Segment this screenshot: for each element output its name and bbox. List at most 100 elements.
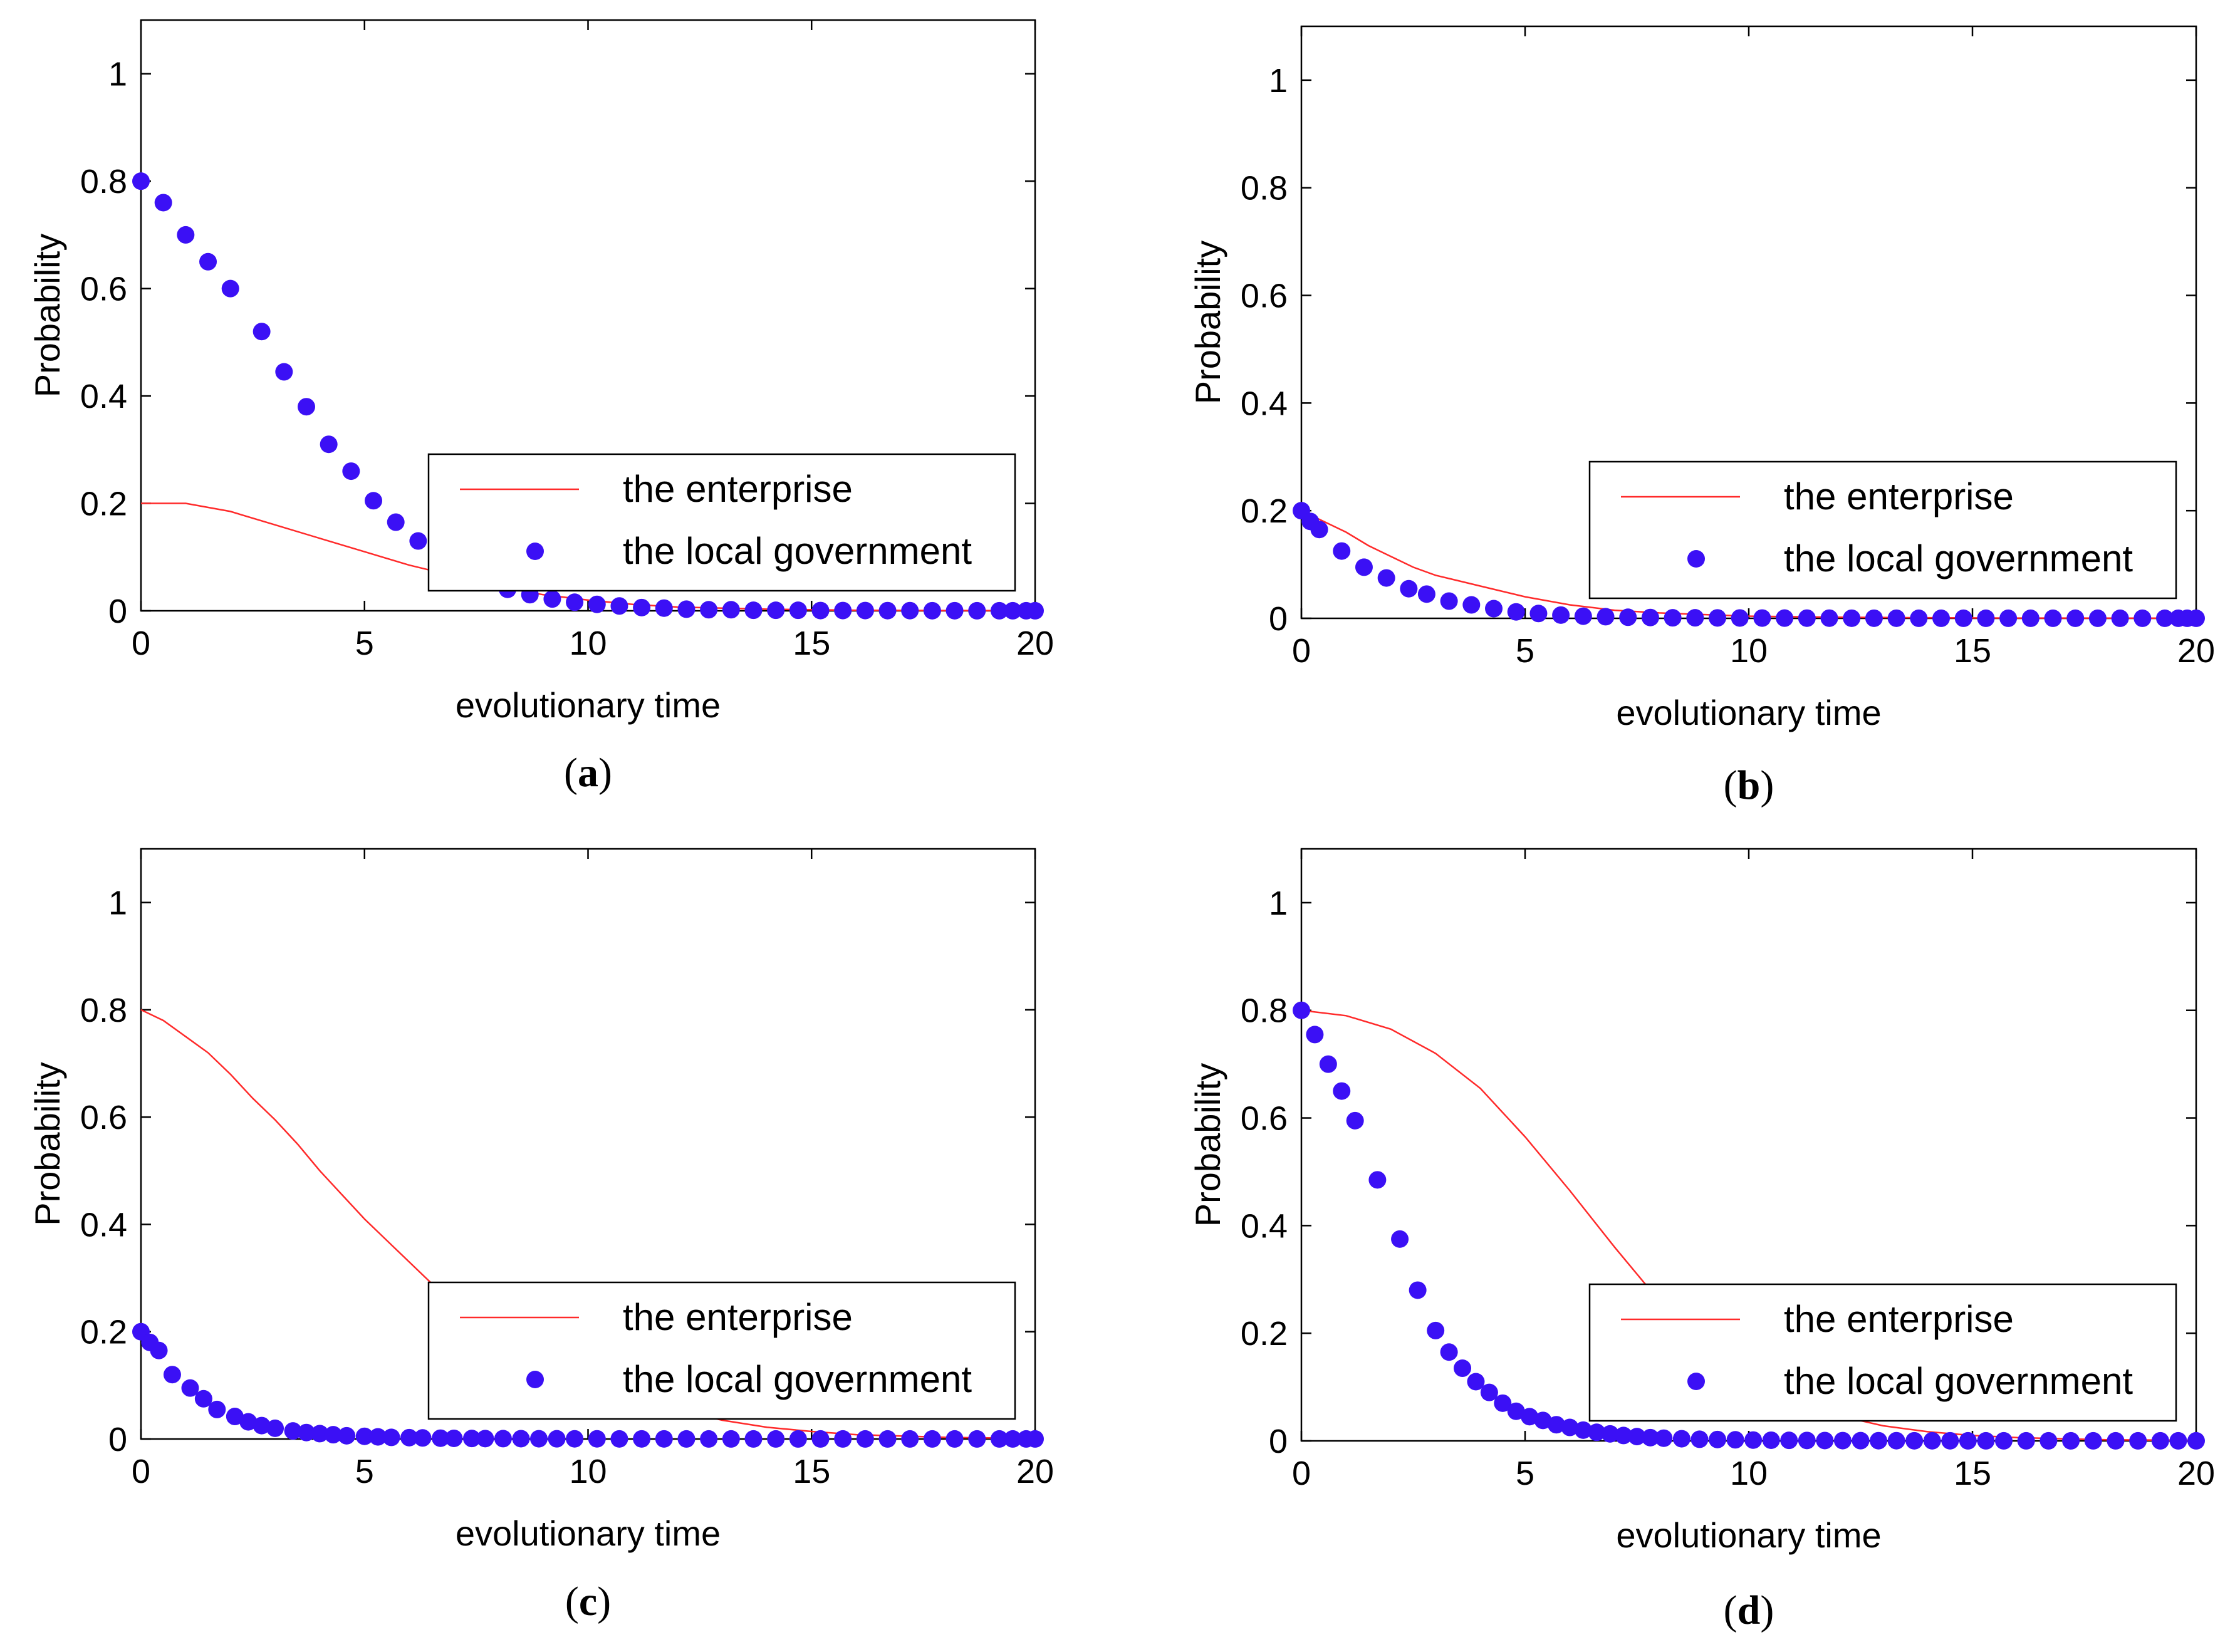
data-point xyxy=(767,601,785,620)
legend-box xyxy=(1588,1283,2177,1422)
data-point xyxy=(1462,596,1481,614)
data-point xyxy=(990,601,1008,620)
data-point xyxy=(968,1430,986,1448)
data-point xyxy=(566,593,584,611)
data-point xyxy=(789,601,807,620)
series-markers-local-government xyxy=(132,1322,1044,1448)
data-point xyxy=(338,1426,356,1445)
data-point xyxy=(132,172,150,190)
data-point xyxy=(1440,1343,1458,1361)
data-point xyxy=(1726,1431,1744,1449)
legend-box xyxy=(1588,460,2177,600)
data-point xyxy=(1485,600,1503,618)
legend: the enterprise the local government xyxy=(427,453,1016,592)
data-point xyxy=(2187,609,2205,627)
data-point xyxy=(1597,608,1615,626)
data-point xyxy=(1641,1428,1659,1447)
data-point xyxy=(1346,1111,1364,1130)
data-point xyxy=(1865,609,1883,627)
data-point xyxy=(923,1430,941,1448)
data-point xyxy=(1870,1431,1888,1450)
data-point xyxy=(1529,605,1548,623)
panel-caption: (c) xyxy=(565,1579,611,1624)
x-tick-label: 15 xyxy=(793,1453,830,1490)
data-point xyxy=(677,600,695,618)
y-tick-label: 0.4 xyxy=(80,1206,127,1244)
y-tick-label: 0.4 xyxy=(1241,1207,1288,1245)
caption-open-paren: ( xyxy=(1724,762,1737,808)
y-tick-label: 0.6 xyxy=(1241,278,1288,315)
x-tick-label: 5 xyxy=(355,1453,374,1490)
legend-box xyxy=(427,1281,1016,1420)
data-point xyxy=(1574,1421,1592,1439)
chart-panel-b: 0 5 10 15 20 0 0.2 0.4 0.6 0.8 1 evolutionary time P… xyxy=(1188,25,2215,808)
data-point xyxy=(530,1430,548,1448)
data-point xyxy=(1454,1359,1472,1378)
data-point xyxy=(2111,609,2129,627)
x-tick-label: 15 xyxy=(1954,1455,1991,1492)
y-tick-label: 1 xyxy=(108,56,127,93)
data-point xyxy=(1833,1431,1852,1450)
data-point xyxy=(722,1430,740,1448)
data-point xyxy=(548,1430,566,1448)
data-point xyxy=(297,1423,315,1442)
data-point xyxy=(1798,1431,1816,1450)
data-point xyxy=(856,1430,874,1448)
legend: the enterprise the local government xyxy=(1588,460,2177,600)
data-point xyxy=(1507,603,1525,621)
data-point xyxy=(1690,1430,1709,1448)
data-point xyxy=(543,590,561,608)
data-point xyxy=(1534,1411,1552,1430)
caption-letter: a xyxy=(578,750,598,796)
data-point xyxy=(1574,607,1592,625)
data-point xyxy=(2129,1431,2147,1450)
data-point xyxy=(1377,569,1395,587)
y-tick-label: 0.4 xyxy=(80,378,127,415)
y-tick-label: 0.2 xyxy=(80,486,127,523)
x-tick-label: 10 xyxy=(569,1453,607,1490)
data-point xyxy=(2133,609,2152,627)
data-point xyxy=(1910,609,1928,627)
data-point xyxy=(700,1430,718,1448)
data-point xyxy=(512,1430,530,1448)
data-point xyxy=(2156,609,2174,627)
legend-label-enterprise: the enterprise xyxy=(623,1296,853,1338)
data-point xyxy=(633,1430,651,1448)
data-point xyxy=(1391,1230,1409,1248)
legend-marker-icon xyxy=(1687,550,1705,568)
data-point xyxy=(1417,585,1435,603)
legend-label-enterprise: the enterprise xyxy=(623,468,853,510)
legend: the enterprise the local government xyxy=(1588,1283,2177,1422)
data-point xyxy=(266,1419,284,1437)
data-point xyxy=(400,1428,419,1447)
data-point xyxy=(811,1430,830,1448)
y-tick-label: 0.6 xyxy=(80,1099,127,1136)
panel-caption: (b) xyxy=(1724,762,1774,808)
data-point xyxy=(154,194,172,212)
caption-letter: d xyxy=(1737,1587,1761,1633)
caption-letter: c xyxy=(579,1579,597,1624)
data-point xyxy=(1959,1431,1977,1450)
data-point xyxy=(1887,1431,1905,1450)
x-tick-label: 5 xyxy=(355,625,374,662)
legend-label-local-government: the local government xyxy=(623,530,972,572)
y-tick-label: 0.4 xyxy=(1241,385,1288,422)
data-point xyxy=(1333,542,1351,560)
data-point xyxy=(181,1379,199,1397)
y-axis-label: Probability xyxy=(28,234,67,397)
data-point xyxy=(150,1341,168,1359)
data-point xyxy=(1628,1428,1646,1446)
data-point xyxy=(1709,1430,1727,1448)
x-tick-label: 0 xyxy=(132,1453,150,1490)
data-point xyxy=(1400,579,1418,598)
data-point xyxy=(923,601,941,620)
data-point xyxy=(1333,1082,1351,1100)
data-point xyxy=(199,252,217,271)
y-tick-label: 0.8 xyxy=(1241,170,1288,207)
y-tick-label: 0.2 xyxy=(1241,492,1288,530)
data-point xyxy=(1941,1431,1959,1450)
data-point xyxy=(462,1430,481,1448)
data-point xyxy=(1954,609,1972,627)
data-point xyxy=(990,1430,1008,1448)
